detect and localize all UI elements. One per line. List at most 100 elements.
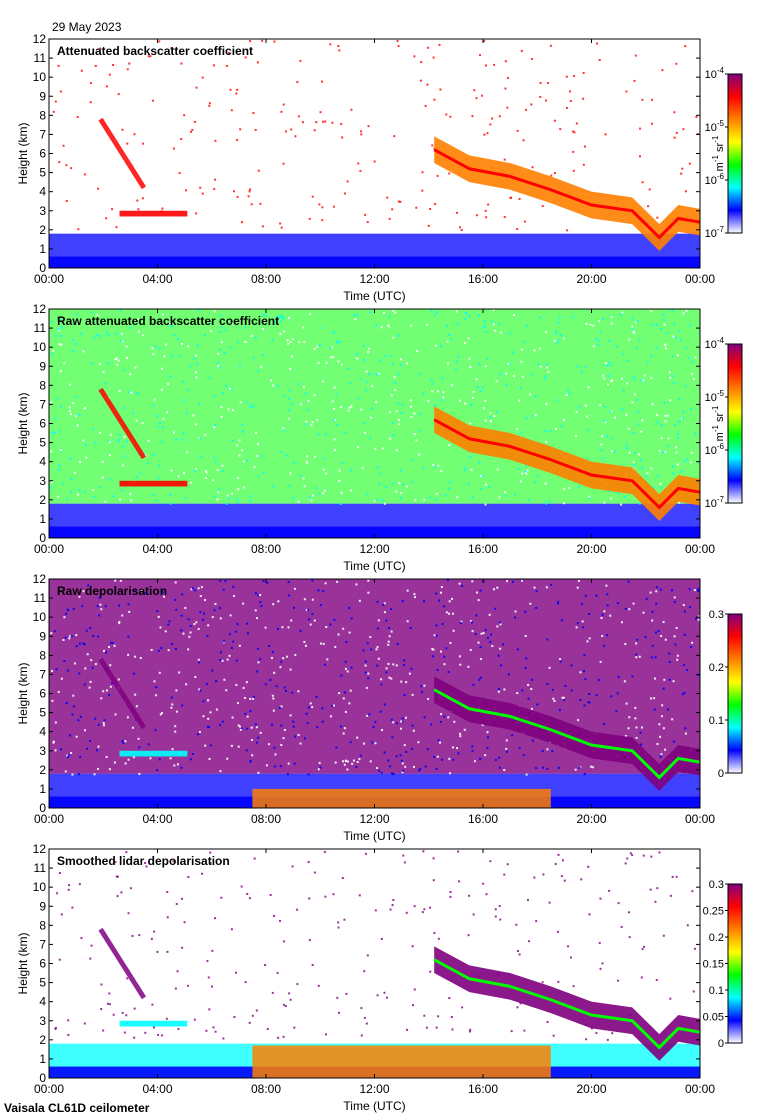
colorbar-tick-label: 0.2 (709, 932, 724, 944)
y-tick-label: 7 (39, 667, 46, 681)
y-tick-label: 12 (33, 572, 47, 586)
colorbar-tick-label: 0.15 (703, 959, 724, 971)
y-tick-label: 4 (39, 455, 46, 469)
y-tick-label: 0 (39, 261, 46, 275)
colorbar-tick-label: 0.1 (709, 715, 724, 727)
y-tick-label: 8 (39, 108, 46, 122)
heatmap-texture (49, 850, 701, 1078)
y-tick-label: 9 (39, 899, 46, 913)
colorbar-tick-label: 0.2 (709, 662, 724, 674)
y-tick-label: 12 (33, 302, 47, 316)
x-tick-label: 04:00 (142, 1082, 172, 1096)
x-axis-label: Time (UTC) (343, 559, 405, 573)
colorbar-2: 10-7 10-6 10-5 10-4 m-1 sr-1 (705, 336, 743, 510)
y-tick-label: 11 (34, 591, 47, 605)
colorbar-gradient (727, 883, 743, 1044)
x-tick-label: 12:00 (359, 1082, 389, 1096)
y-axis-label: Height (km) (16, 122, 30, 184)
y-tick-label: 12 (33, 842, 47, 856)
colorbar-tick-label: 10-6 (705, 442, 725, 457)
x-tick-label: 04:00 (142, 542, 172, 556)
y-tick-label: 5 (39, 976, 46, 990)
x-tick-label: 04:00 (142, 812, 172, 826)
y-tick-label: 4 (39, 185, 46, 199)
x-tick-label: 20:00 (576, 542, 606, 556)
y-tick-label: 2 (39, 1033, 46, 1047)
x-tick-label: 08:00 (251, 272, 281, 286)
y-tick-label: 0 (39, 801, 46, 815)
y-tick-label: 2 (39, 763, 46, 777)
y-tick-label: 7 (39, 127, 46, 141)
x-tick-label: 00:00 (34, 542, 64, 556)
y-tick-label: 10 (33, 70, 47, 84)
panel-title: Smoothed lidar depolarisation (57, 854, 230, 868)
colorbar-unit: m-1 sr-1 (711, 405, 726, 441)
x-tick-label: 16:00 (468, 542, 498, 556)
panel-4: Smoothed lidar depolarisation01234567891… (16, 842, 715, 1113)
colorbar-unit: m-1 sr-1 (711, 135, 726, 171)
x-tick-label: 00:00 (685, 812, 715, 826)
y-tick-label: 10 (33, 880, 47, 894)
y-tick-label: 11 (34, 861, 47, 875)
heatmap-texture (49, 579, 701, 808)
y-tick-label: 1 (39, 782, 46, 796)
colorbar-1: 10-7 10-6 10-5 10-4 m-1 sr-1 (705, 66, 743, 240)
instrument-label: Vaisala CL61D ceilometer (4, 1101, 150, 1115)
colorbar-tick-label: 10-4 (705, 66, 725, 81)
y-tick-label: 11 (34, 321, 47, 335)
y-tick-label: 6 (39, 147, 46, 161)
y-tick-label: 3 (39, 474, 46, 488)
y-axis-label: Height (km) (16, 392, 30, 454)
x-tick-label: 08:00 (251, 812, 281, 826)
colorbar-tick-label: 10-5 (705, 119, 725, 134)
y-tick-label: 12 (33, 32, 47, 46)
x-tick-label: 00:00 (34, 1082, 64, 1096)
x-tick-label: 00:00 (685, 1082, 715, 1096)
x-tick-label: 16:00 (468, 812, 498, 826)
panel-2: Raw attenuated backscatter coefficient 0 1… (16, 302, 715, 573)
colorbar-tick-label: 10-7 (705, 225, 725, 240)
colorbar-tick-label: 10-7 (705, 495, 725, 510)
y-tick-label: 2 (39, 493, 46, 507)
panel-title: Attenuated backscatter coefficient (57, 44, 253, 58)
x-tick-label: 08:00 (251, 1082, 281, 1096)
x-tick-label: 12:00 (359, 812, 389, 826)
x-tick-label: 12:00 (359, 272, 389, 286)
colorbar-tick-label: 0 (718, 1038, 724, 1050)
y-tick-label: 8 (39, 378, 46, 392)
x-tick-label: 20:00 (576, 812, 606, 826)
y-tick-label: 7 (39, 937, 46, 951)
x-tick-label: 00:00 (685, 272, 715, 286)
panel-1: Attenuated backscatter coefficient012345… (16, 32, 715, 303)
y-axis-label: Height (km) (16, 662, 30, 724)
y-tick-label: 1 (39, 1052, 46, 1066)
y-tick-label: 5 (39, 436, 46, 450)
y-tick-label: 6 (39, 417, 46, 431)
y-tick-label: 9 (39, 629, 46, 643)
colorbar-tick-label: 0.1 (709, 985, 724, 997)
x-tick-label: 08:00 (251, 542, 281, 556)
panel-title: Raw depolarisation (57, 584, 167, 598)
y-tick-label: 2 (39, 223, 46, 237)
x-tick-label: 04:00 (142, 272, 172, 286)
colorbar-tick-label: 0.25 (703, 906, 724, 918)
y-tick-label: 7 (39, 397, 46, 411)
x-axis-label: Time (UTC) (343, 289, 405, 303)
panel-title: Raw attenuated backscatter coefficient (57, 314, 279, 328)
x-tick-label: 12:00 (359, 542, 389, 556)
colorbar-tick-label: 0 (718, 768, 724, 780)
colorbar-gradient (727, 343, 743, 504)
heatmap-texture (49, 39, 701, 268)
y-tick-label: 5 (39, 706, 46, 720)
y-tick-label: 8 (39, 648, 46, 662)
colorbar-tick-label: 10-5 (705, 389, 725, 404)
x-axis-label: Time (UTC) (343, 829, 405, 843)
y-tick-label: 9 (39, 89, 46, 103)
colorbar-gradient (727, 73, 743, 234)
y-tick-label: 0 (39, 531, 46, 545)
y-tick-label: 3 (39, 204, 46, 218)
colorbar-tick-label: 0.05 (703, 1012, 724, 1024)
y-tick-label: 1 (39, 512, 46, 526)
